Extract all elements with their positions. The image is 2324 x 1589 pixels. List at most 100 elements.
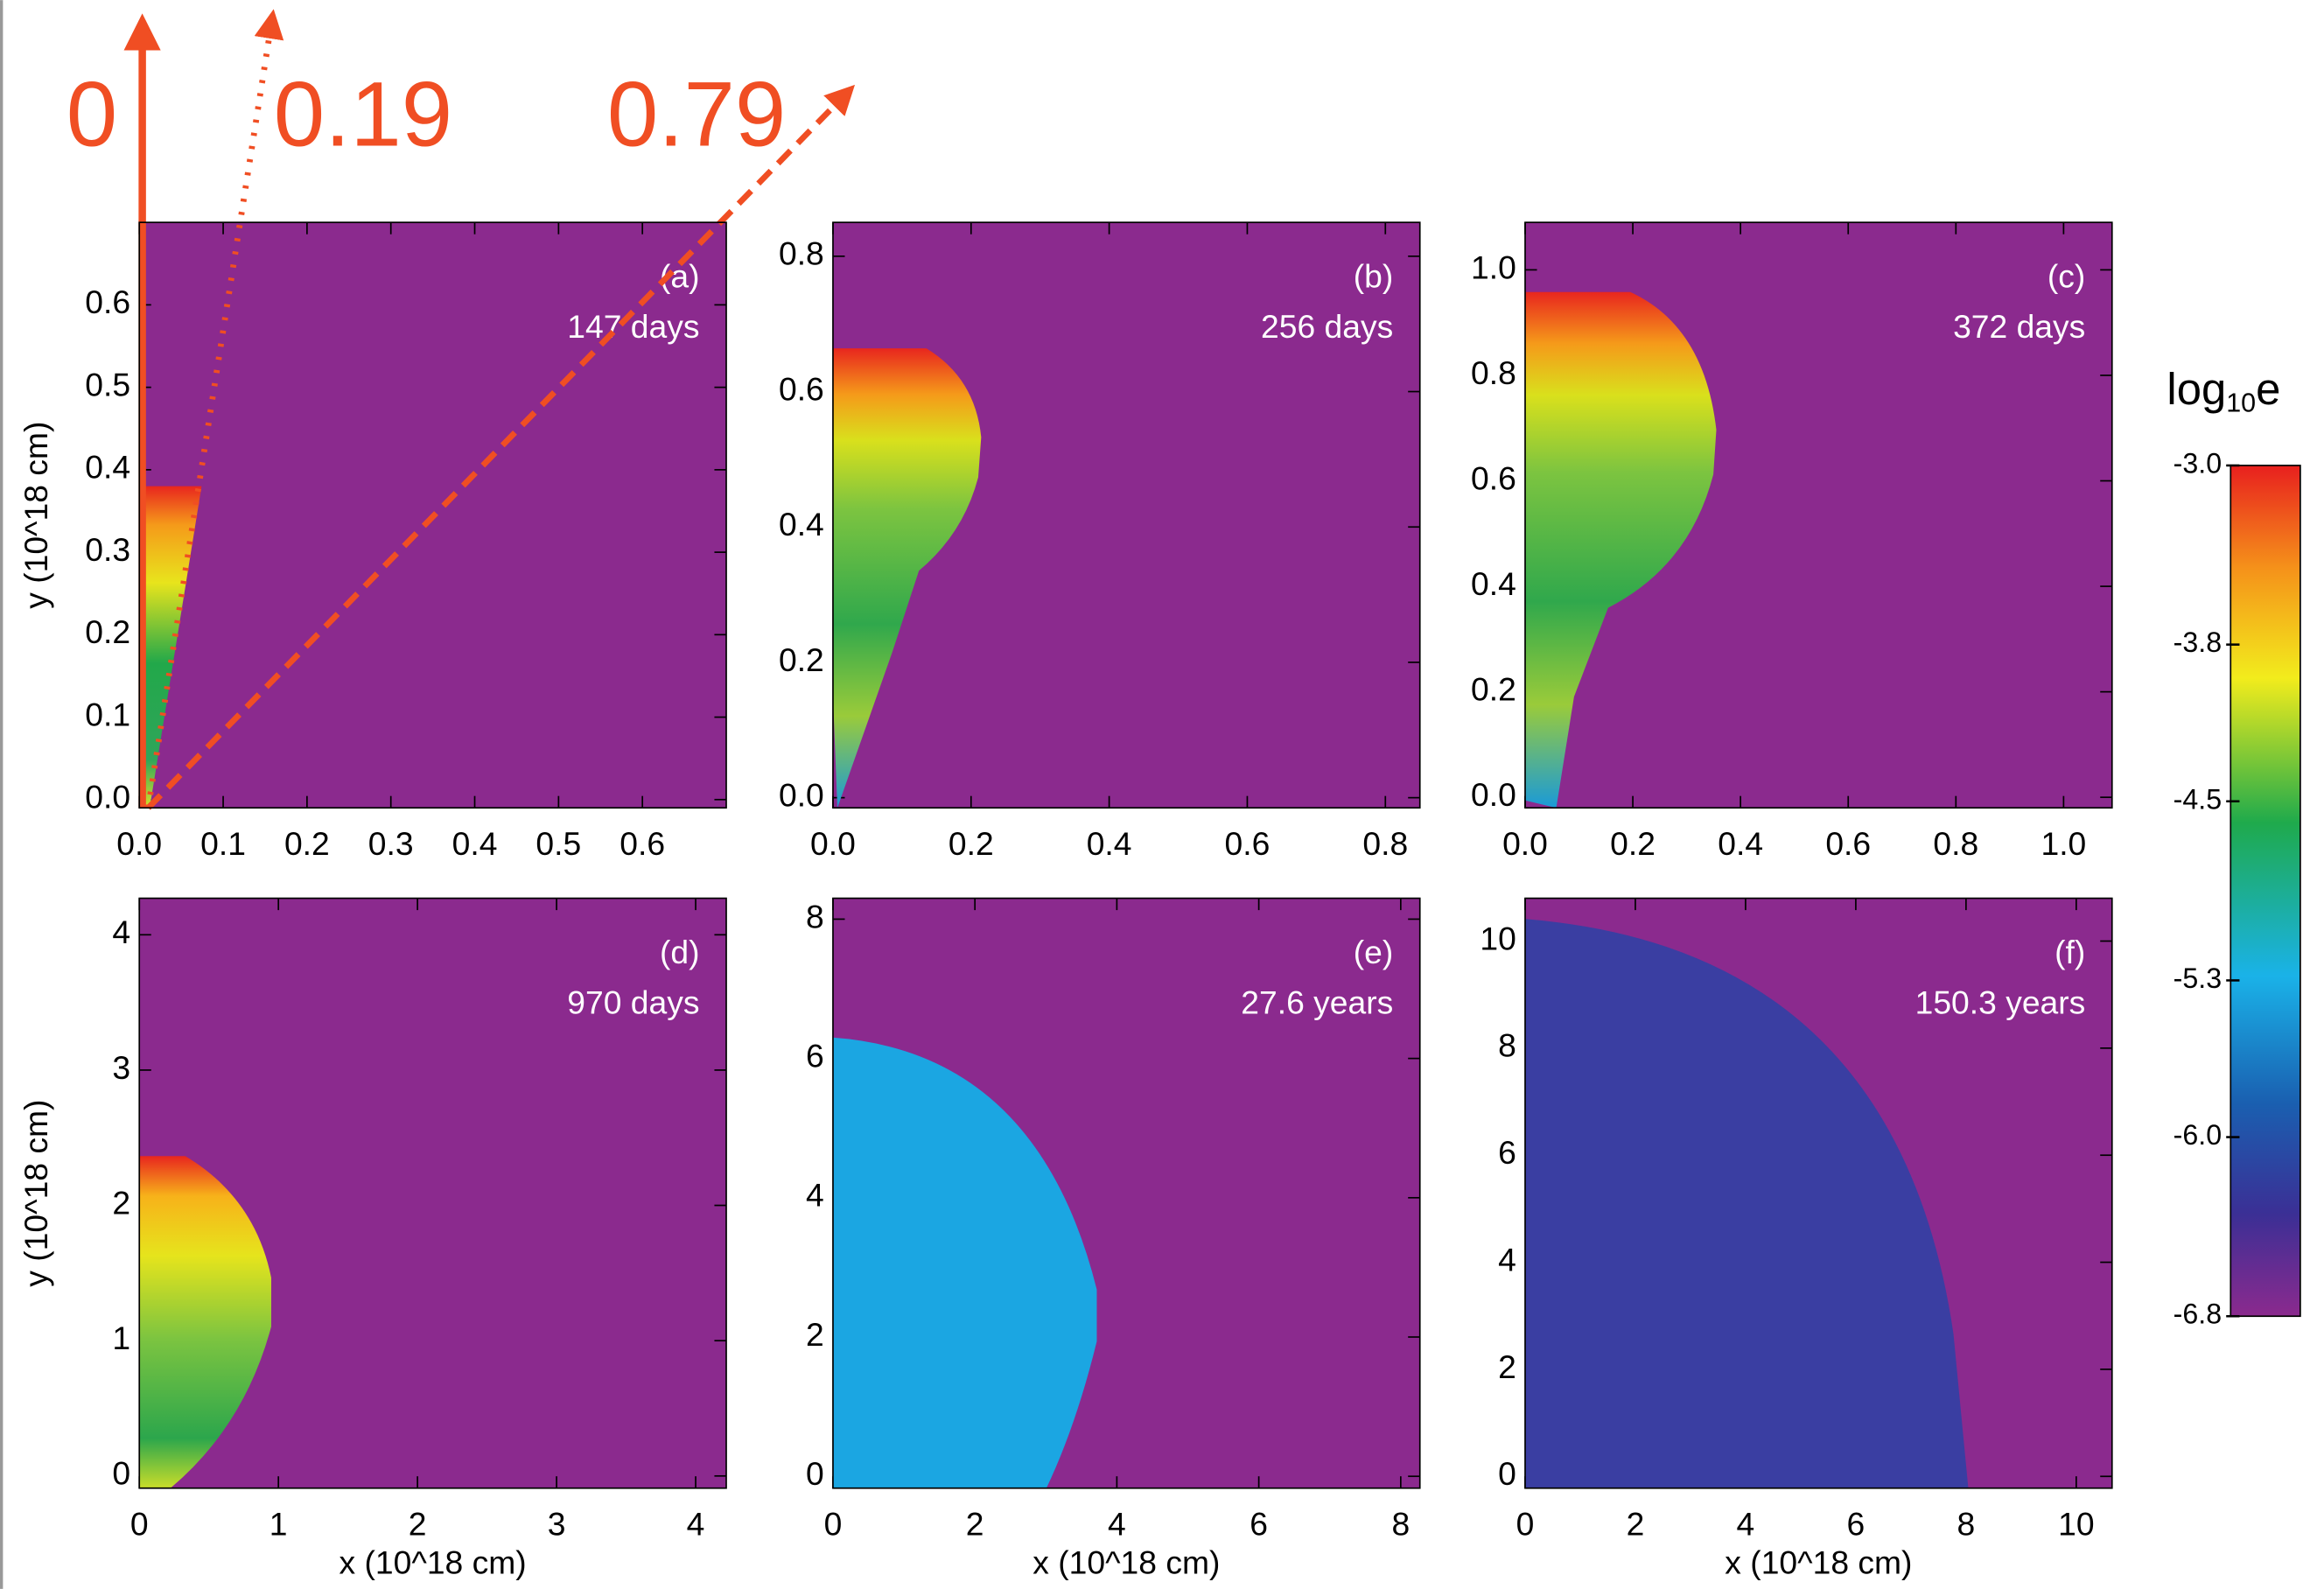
x-tick-label: 2 (409, 1506, 427, 1543)
y-tick-label: 0.2 (1471, 670, 1516, 707)
x-tick-label: 0.8 (1933, 825, 1978, 862)
x-tick-label: 0.5 (536, 825, 581, 862)
x-tick-label: 10 (2058, 1506, 2094, 1543)
y-tick-label: 2 (1498, 1348, 1516, 1385)
panel-annotation: 372 days (1953, 308, 2085, 345)
y-tick-label: 0.4 (779, 506, 824, 542)
x-tick-label: 8 (1391, 1506, 1410, 1543)
x-tick-label: 0.4 (1718, 825, 1763, 862)
plumes (139, 291, 1969, 1488)
y-axis-label: y (10^18 cm) (18, 422, 54, 609)
y-tick-label: 0.8 (779, 235, 824, 272)
x-tick-label: 2 (1627, 1506, 1645, 1543)
plot-frame (832, 221, 1421, 809)
y-tick-label: 0.1 (85, 696, 130, 732)
y-tick-label: 0.3 (85, 531, 130, 568)
x-tick-label: 4 (1108, 1506, 1126, 1543)
x-tick-label: 1 (270, 1506, 288, 1543)
x-tick-label: 0.0 (116, 825, 162, 862)
x-tick-label: 6 (1847, 1506, 1866, 1543)
panel-annotation: 970 days (567, 984, 699, 1020)
x-tick-label: 0 (824, 1506, 843, 1543)
x-tick-label: 8 (1957, 1506, 1976, 1543)
x-tick-label: 1.0 (2040, 825, 2086, 862)
colorbar: -3.0 -3.8 -4.5 -5.3 -6.0 -6.8 log10e (2166, 364, 2301, 1330)
y-tick-label: 0.5 (85, 366, 130, 402)
y-tick-label: 10 (1480, 920, 1516, 956)
y-tick-label: 4 (1498, 1241, 1516, 1278)
x-tick-label: 0.3 (368, 825, 414, 862)
colorbar-tick-label: -3.0 (2174, 447, 2222, 479)
panel-label: (e) (1354, 934, 1394, 970)
panel: 0 1 2 3 4 0 1 2 3 4 (d) 970 days x (10^18 cm) y (10^1… (18, 898, 726, 1581)
plot-frame (138, 897, 727, 1489)
y-tick-label: 0.6 (85, 284, 130, 320)
plume (1525, 291, 1717, 808)
y-tick-label: 0 (112, 1455, 130, 1492)
panel: 0.0 0.1 0.2 0.3 0.4 0.5 0.6 0.0 0.1 0.2 0.3 0.4 0.5 0… (18, 222, 726, 862)
angle-label: 0.79 (607, 64, 786, 166)
angle-label: 0.19 (274, 64, 452, 166)
plot-frame (138, 221, 727, 809)
y-tick-label: 8 (806, 898, 824, 934)
x-tick-label: 0.1 (200, 825, 246, 862)
x-tick-label: 4 (687, 1506, 705, 1543)
panel-label: (d) (660, 934, 700, 970)
x-tick-label: 0.2 (1610, 825, 1656, 862)
x-tick-label: 0.4 (452, 825, 498, 862)
panel-annotation: 256 days (1261, 308, 1393, 345)
colorbar-tick-label: -4.5 (2174, 783, 2222, 815)
x-tick-label: 6 (1250, 1506, 1268, 1543)
x-tick-label: 0 (1516, 1506, 1535, 1543)
y-tick-label: 0.0 (85, 779, 130, 816)
y-tick-label: 0 (1498, 1455, 1516, 1492)
colorbar-title-part: e (2256, 364, 2280, 414)
panel-label: (b) (1354, 257, 1394, 294)
x-tick-label: 3 (548, 1506, 566, 1543)
plume (832, 348, 982, 808)
y-tick-label: 6 (1498, 1134, 1516, 1171)
colorbar-scale (2230, 465, 2301, 1318)
x-tick-label: 0.2 (948, 825, 994, 862)
y-tick-label: 0.4 (1471, 565, 1516, 602)
y-tick-label: 0.6 (779, 370, 824, 407)
y-tick-label: 0 (806, 1455, 824, 1492)
y-tick-label: 2 (112, 1184, 130, 1221)
arrow (145, 9, 284, 808)
x-tick-label: 0.6 (1825, 825, 1871, 862)
x-tick-label: 0.4 (1087, 825, 1132, 862)
x-tick-label: 0 (130, 1506, 149, 1543)
plume (139, 1156, 271, 1488)
y-tick-label: 0.2 (779, 641, 824, 678)
colorbar-tick-label: -6.0 (2174, 1119, 2222, 1151)
x-tick-label: 0.0 (1502, 825, 1548, 862)
colorbar-title-part: log (2166, 364, 2226, 414)
x-tick-label: 4 (1737, 1506, 1755, 1543)
y-tick-label: 0.6 (1471, 459, 1516, 496)
x-axis-label: x (10^18 cm) (340, 1544, 527, 1581)
colorbar-tick-label: -3.8 (2174, 626, 2222, 658)
angle-label: 0 (66, 64, 117, 166)
x-tick-label: 2 (966, 1506, 984, 1543)
colorbar-tick-label: -6.8 (2174, 1298, 2222, 1330)
y-tick-label: 2 (806, 1316, 824, 1353)
panel-label: (c) (2048, 257, 2085, 294)
y-tick-label: 1.0 (1471, 248, 1516, 285)
x-axis-label: x (10^18 cm) (1725, 1544, 1912, 1581)
x-tick-label: 0.8 (1362, 825, 1408, 862)
plume (1525, 919, 1969, 1488)
x-tick-label: 0.6 (1225, 825, 1270, 862)
y-tick-label: 4 (806, 1177, 824, 1214)
x-axis-label: x (10^18 cm) (1032, 1544, 1220, 1581)
y-tick-label: 1 (112, 1320, 130, 1356)
plume (139, 486, 202, 808)
colorbar-title: log10e (2166, 364, 2280, 417)
panel-annotation: 150.3 years (1915, 984, 2086, 1020)
x-tick-label: 0.0 (810, 825, 856, 862)
plot-frame (1524, 221, 2113, 809)
y-tick-label: 0.0 (779, 776, 824, 813)
plot-frame (1524, 897, 2113, 1489)
plume (832, 1037, 1097, 1488)
overlay: 0 0.19 0.79 (66, 9, 856, 810)
